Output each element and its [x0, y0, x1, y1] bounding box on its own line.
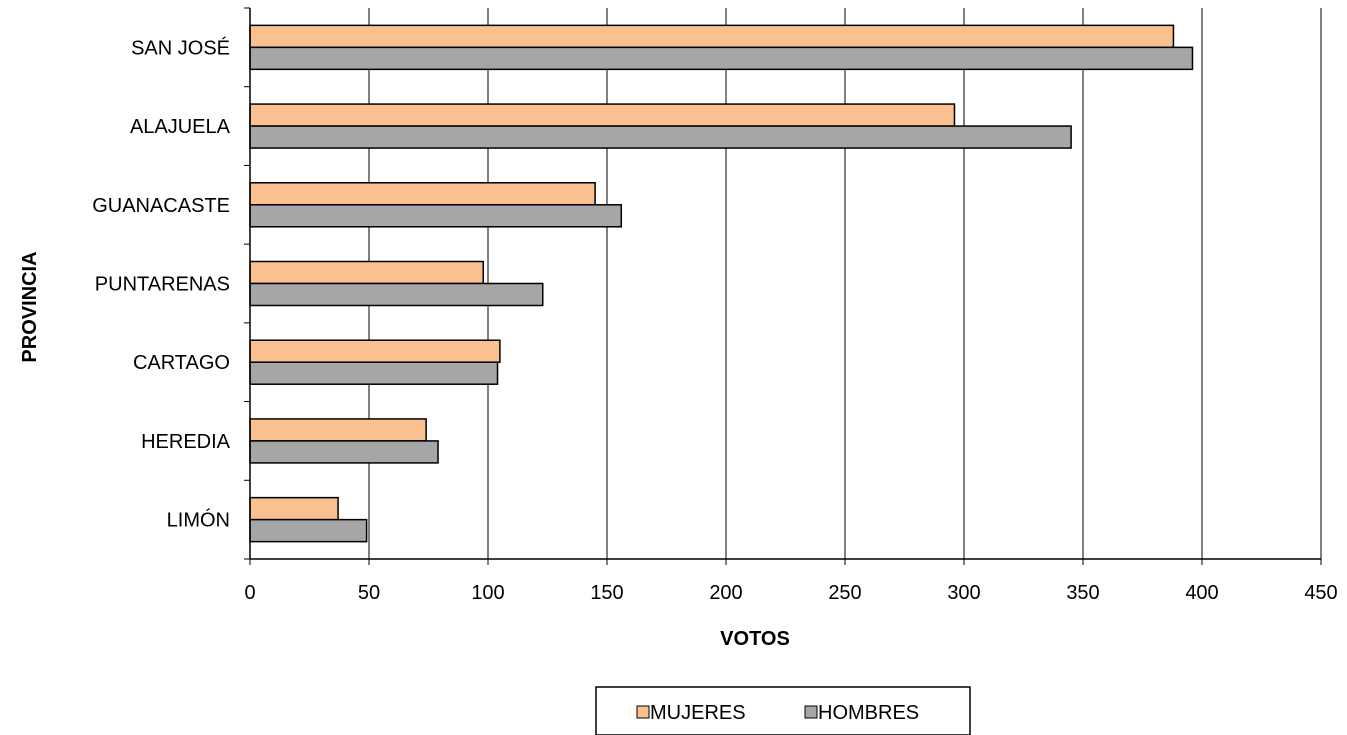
- x-tick-label-300: 300: [947, 582, 980, 604]
- legend-label-hombres: HOMBRES: [818, 702, 919, 724]
- y-tick-label-guanacaste: GUANACASTE: [92, 195, 230, 217]
- y-tick-labels: SAN JOSÉ ALAJUELA GUANACASTE PUNTARENAS CART…: [92, 36, 230, 531]
- x-tick-label-150: 150: [590, 582, 623, 604]
- bar-mujeres-cartago: [249, 339, 501, 363]
- y-tick-label-cartago: CARTAGO: [133, 352, 230, 374]
- y-tick-label-alajuela: ALAJUELA: [130, 116, 231, 138]
- x-tick-labels: 0 50 100 150 200 250 300 350 400 450: [244, 582, 1337, 604]
- bar-mujeres-alajuela: [249, 103, 956, 127]
- bar-mujeres-guanacaste: [249, 182, 596, 206]
- bar-hombres-cartago: [249, 361, 499, 385]
- x-tick-label-50: 50: [358, 582, 380, 604]
- x-axis-title: VOTOS: [720, 628, 790, 650]
- legend-label-mujeres: MUJERES: [650, 702, 746, 724]
- bar-mujeres-puntarenas: [249, 260, 484, 285]
- y-axis-title: PROVINCIA: [19, 251, 41, 362]
- x-tick-label-200: 200: [709, 582, 742, 604]
- x-tick-label-400: 400: [1185, 582, 1218, 604]
- bar-hombres-limon: [249, 518, 368, 543]
- legend: MUJERES HOMBRES: [595, 686, 971, 735]
- bars: [249, 24, 1194, 543]
- x-tick-label-0: 0: [244, 582, 255, 604]
- bar-hombres-puntarenas: [249, 282, 544, 307]
- bar-mujeres-san-jose: [249, 24, 1175, 49]
- bar-hombres-alajuela: [249, 125, 1072, 149]
- legend-box: [595, 686, 971, 735]
- x-tick-label-100: 100: [471, 582, 504, 604]
- y-tick-label-puntarenas: PUNTARENAS: [95, 274, 230, 296]
- bar-hombres-guanacaste: [249, 204, 623, 228]
- legend-swatch-hombres: [804, 705, 818, 719]
- y-tick-label-limon: LIMÓN: [167, 509, 230, 532]
- axes: [244, 7, 1322, 565]
- x-tick-label-250: 250: [828, 582, 861, 604]
- bar-mujeres-limon: [249, 496, 339, 521]
- gridlines: [368, 8, 1322, 559]
- legend-swatch-mujeres: [636, 705, 650, 719]
- bar-hombres-san-jose: [249, 46, 1194, 71]
- bar-mujeres-heredia: [249, 418, 427, 442]
- x-tick-label-450: 450: [1304, 582, 1337, 604]
- y-tick-label-san-jose: SAN JOSÉ: [131, 36, 230, 59]
- bar-hombres-heredia: [249, 440, 439, 464]
- y-tick-label-heredia: HEREDIA: [141, 431, 231, 453]
- x-tick-label-350: 350: [1066, 582, 1099, 604]
